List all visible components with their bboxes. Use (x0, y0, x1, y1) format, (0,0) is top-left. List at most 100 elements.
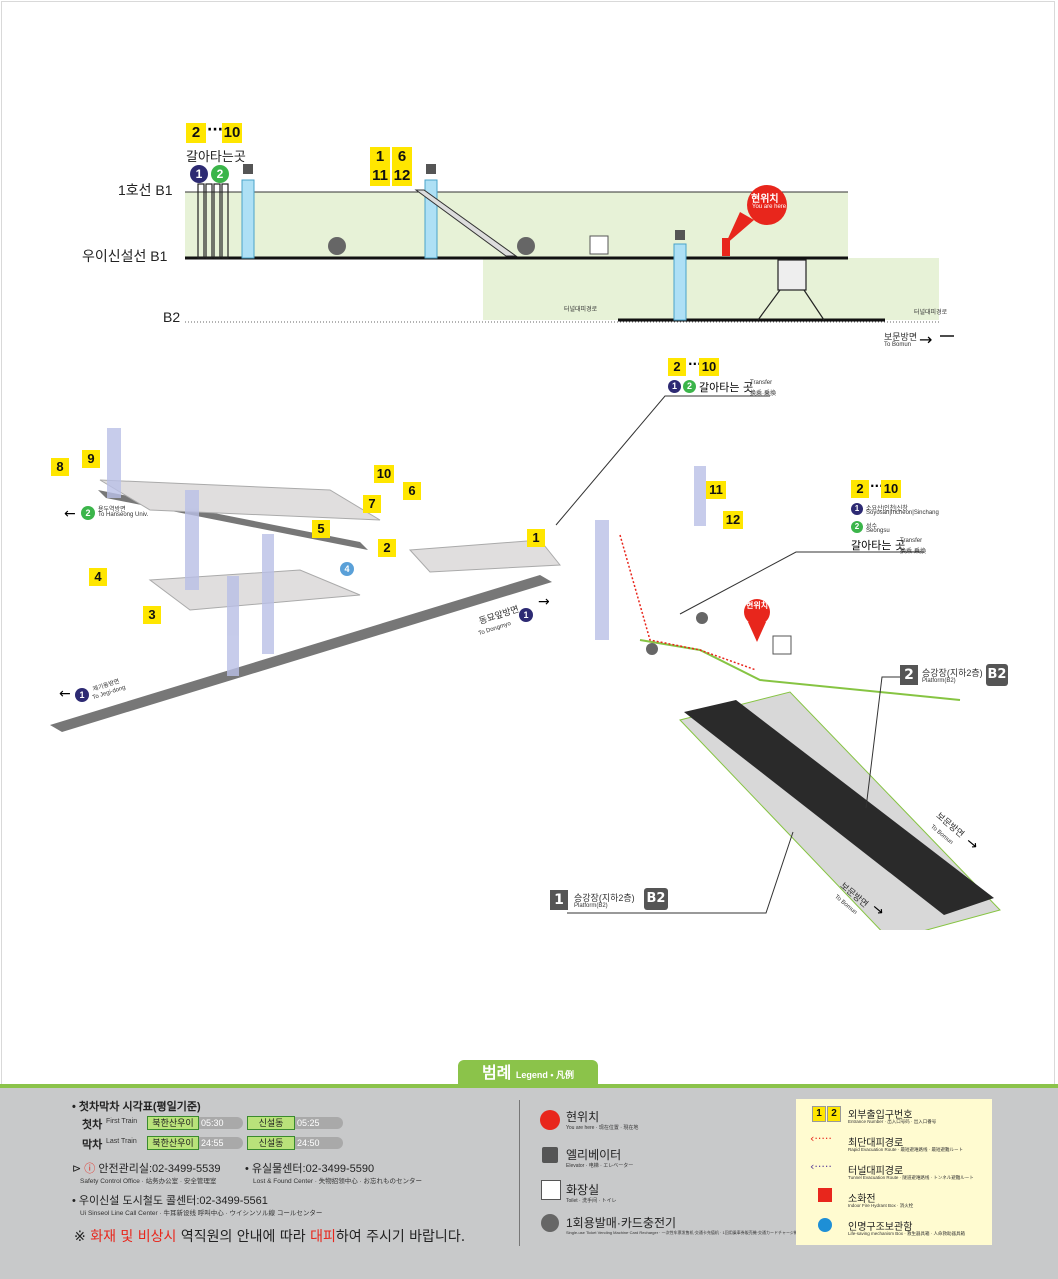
escalator-stack (197, 183, 229, 259)
tunnel-evacuation-icon: ‹····· (810, 1160, 832, 1173)
ticket-machine-icon (541, 1214, 559, 1232)
legend-item-label: 터널대피경로 (848, 1166, 904, 1177)
transfer-line2-dest-en: Seongsu (866, 528, 890, 534)
exit-number: 4 (89, 568, 107, 586)
transfer-line1-dest-en: Soyosan|Incheon|Sinchang (866, 510, 939, 516)
lost-found-en: Lost & Found Center · 失物招领中心 · お忘れものセンター (253, 1178, 423, 1185)
leader-line (555, 395, 770, 526)
station-box: 신설동 (247, 1136, 295, 1150)
you-are-here-icon (540, 1110, 560, 1130)
ticket-machine-icon (517, 237, 535, 255)
level-label: 우이신설선 B1 (82, 248, 168, 264)
ellipsis: ··· (688, 357, 702, 371)
escalator (414, 189, 518, 257)
legend-item-label: 최단대피경로 (848, 1138, 904, 1149)
legend-item-label: 화장실 (566, 1183, 600, 1197)
rapid-evacuation-icon: ‹····· (810, 1132, 832, 1145)
direction-en: To Hanseong Univ. (98, 512, 149, 518)
level-label: 1호선 B1 (118, 182, 173, 198)
last-train-label: 막차 (82, 1139, 103, 1151)
legend-item-en: Tunnel Evacuation Route · 隧道避难路线 · トンネル避… (848, 1175, 974, 1180)
transfer-line2-dest: 성수 (866, 524, 878, 530)
exit-number: 2 (851, 480, 869, 498)
line1-badge: 1 (668, 380, 681, 393)
fire-hydrant-icon (818, 1188, 832, 1202)
exit-number: 11 (706, 481, 726, 499)
elevator-icon (243, 164, 253, 174)
line1-badge: 1 (190, 165, 208, 183)
legend-item-en: You are here · 现在位置 · 現在地 (566, 1125, 639, 1131)
line1-badge: 1 (75, 688, 89, 702)
first-train-label: 첫차 (82, 1119, 103, 1131)
you-are-here-icon (744, 599, 770, 625)
toilet-icon (772, 635, 792, 655)
line2-badge: 2 (683, 380, 696, 393)
b2-area (483, 258, 939, 320)
legend-item-en: Rapid Evacuation Route · 最短避难路线 · 最短避難ルー… (848, 1147, 964, 1152)
line4-badge: 4 (340, 562, 354, 576)
ticket-machine-icon (646, 643, 658, 655)
exit-number: 3 (143, 606, 161, 624)
arrow-right-icon: → (538, 594, 550, 610)
toilet-icon (541, 1180, 561, 1200)
exit-number: 1 (370, 147, 390, 167)
legend-divider (519, 1100, 520, 1246)
transfer-en: Transfer (900, 538, 923, 544)
legend-item-label: 외부출입구번호 (848, 1110, 913, 1121)
transfer-cn: 换乘·乗換 (750, 391, 776, 397)
first-time-a: 05:30 (201, 1118, 224, 1128)
lost-found: • 유실물센터:02-3499-5590 (245, 1163, 375, 1175)
exit-number: 6 (403, 482, 421, 500)
route-green (639, 639, 961, 701)
you-are-here-en: You are here (752, 204, 787, 210)
last-time-a: 24:55 (201, 1138, 224, 1148)
transfer-cn: 换乘·乗換 (900, 549, 926, 555)
level-badge: B2 (986, 664, 1008, 686)
track-line1-left (50, 575, 552, 732)
direction-label: 용두역방면 (98, 507, 126, 513)
legend-item-label: 인명구조보관함 (848, 1222, 913, 1233)
legend-item-en: Indoor Fire Hydrant Box · 消火栓 (848, 1203, 914, 1208)
transfer-label: 갈아타는 곳 (699, 381, 754, 394)
station-box: 북한산우이 (147, 1136, 199, 1150)
to-bomun-en: To Bomun (884, 342, 912, 348)
concourse-left (99, 479, 561, 611)
elevator-icon (542, 1147, 558, 1163)
elevator-icon (675, 230, 685, 240)
level-label: B2 (163, 309, 181, 325)
person-marker (722, 238, 730, 256)
transfer-label: 갈아타는곳 (186, 150, 246, 165)
toilet-icon (589, 235, 609, 255)
exit-number: 5 (312, 520, 330, 538)
ellipsis: ··· (870, 479, 884, 493)
transfer-label: 갈아타는 곳 (851, 539, 906, 552)
exit-number: 2 (378, 539, 396, 557)
exit-number: 9 (82, 450, 100, 468)
legend-item-label: 엘리베이터 (566, 1148, 622, 1162)
exit-number: 10 (881, 480, 901, 498)
you-are-here-label: 현위치 (751, 194, 779, 205)
tunnel-exit-label: 터널대피경로 (564, 307, 598, 313)
exit-number: 12 (723, 511, 743, 529)
platform-en: Platform(B2) (922, 678, 956, 684)
elevator-shaft (241, 179, 255, 259)
exit-number: 2 (186, 123, 206, 143)
legend-item-label: 소화전 (848, 1194, 876, 1205)
transfer-line1-dest: 소요산|인천|신창 (866, 506, 908, 512)
safety-office: ⊳ ⓘ 안전관리실:02-3499-5539 (72, 1163, 221, 1175)
legend-item-en: Elevator · 电梯 · エレベーター (566, 1163, 634, 1169)
exit-number: 12 (392, 166, 412, 186)
exit-number: 10 (374, 465, 394, 483)
rapid-evacuation-route (619, 534, 757, 671)
exit-number: 10 (699, 358, 719, 376)
level-badge: B2 (644, 888, 668, 910)
track-right (684, 700, 994, 915)
station-box: 신설동 (247, 1116, 295, 1130)
exit-number: 2 (668, 358, 686, 376)
exit-number: 8 (51, 458, 69, 476)
legend-item-en: Life-saving mechanism Box · 救生器具箱 · 人命救助… (848, 1231, 966, 1236)
leader-line (865, 676, 904, 809)
platform-number: 1 (550, 890, 568, 910)
last-time-b: 24:50 (297, 1138, 320, 1148)
platform-label: 승강장(지하2층) (574, 893, 635, 903)
